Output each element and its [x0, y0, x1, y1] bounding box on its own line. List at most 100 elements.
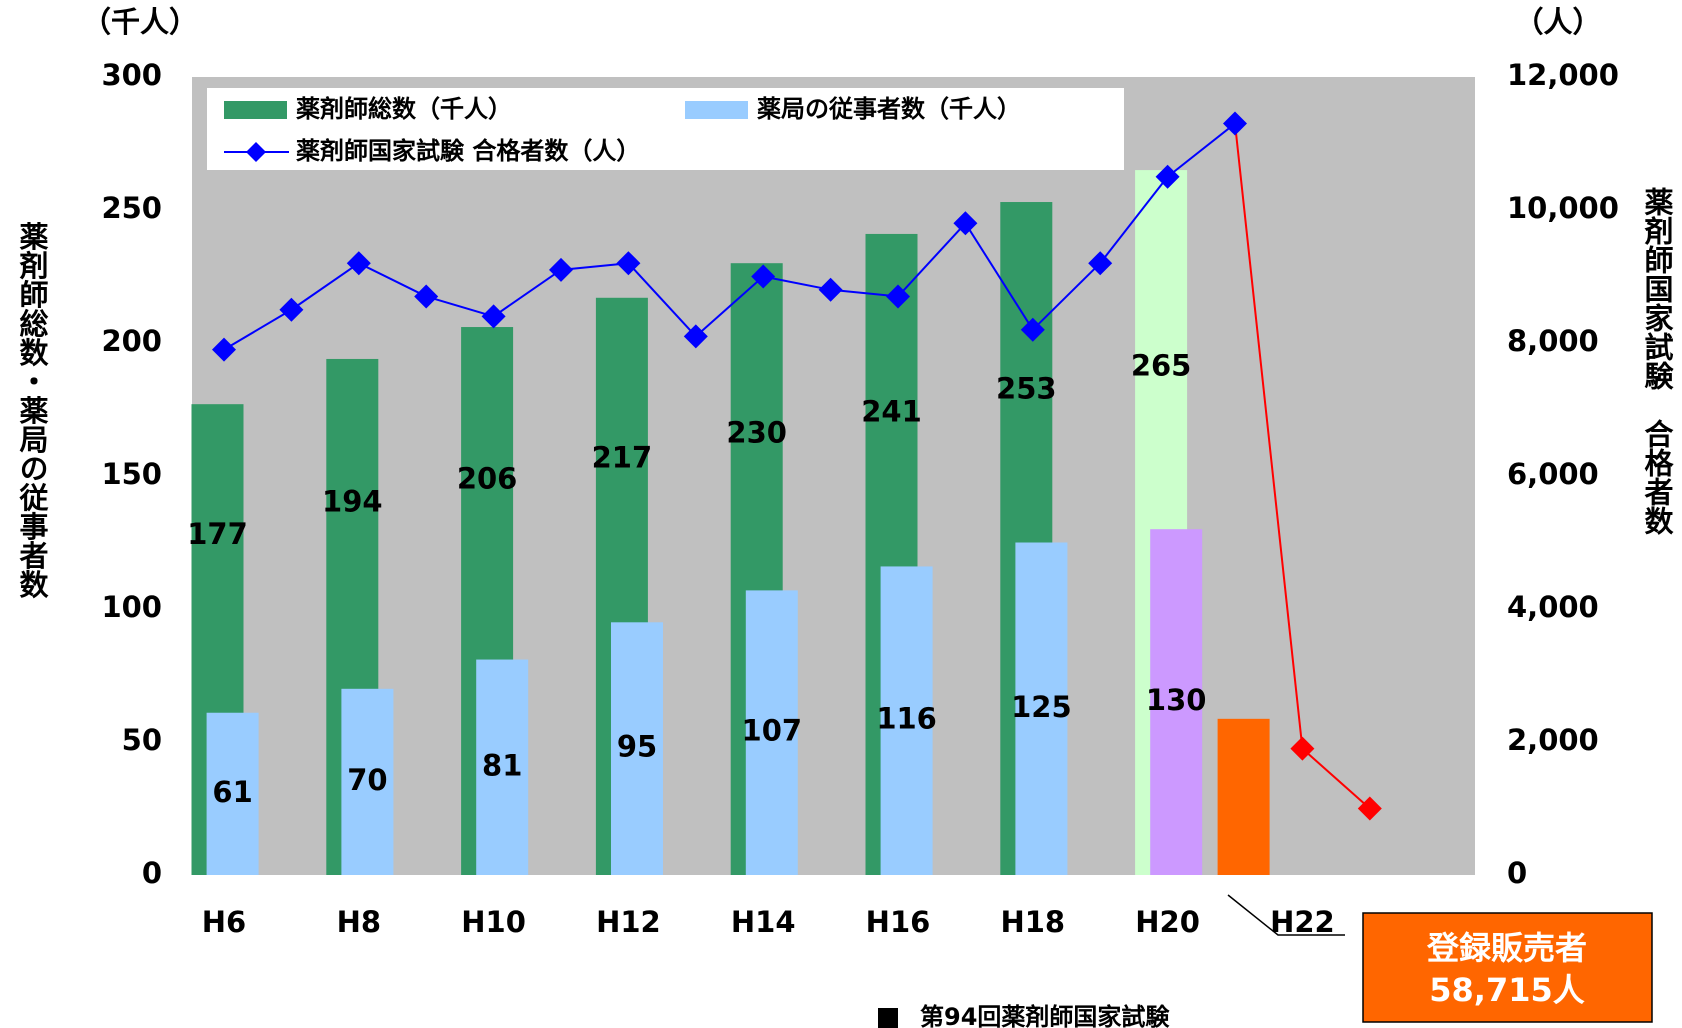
line-segment [223, 308, 292, 351]
line-marker [953, 211, 978, 236]
data-label: 217 [592, 440, 653, 474]
leader-line [1227, 894, 1345, 936]
data-label: 125 [1011, 690, 1072, 724]
y2-tick-label: 12,000 [1507, 58, 1619, 92]
legend: 薬剤師総数（千人） 薬局の従事者数（千人） 薬剤師国家試験 合格者数（人） [207, 88, 1124, 170]
data-label: 70 [347, 763, 387, 797]
line-segment [1166, 122, 1236, 178]
line-segment [358, 262, 427, 298]
line-segment [560, 262, 629, 271]
bar [341, 688, 394, 875]
line-marker [414, 284, 439, 309]
y-axis-title: 薬剤師総数・薬局の従事者数 [15, 221, 50, 599]
line-marker [683, 324, 708, 349]
line-segment [493, 269, 562, 318]
legend-swatch [224, 101, 287, 119]
legend-box [207, 88, 1124, 170]
y2-unit: （人） [1514, 5, 1601, 39]
callout-box [1362, 912, 1653, 1023]
data-label: 61 [212, 775, 252, 809]
bar [1217, 718, 1270, 875]
line-marker [751, 264, 776, 289]
x-tick-label: H16 [866, 905, 931, 939]
data-label: 194 [322, 484, 383, 518]
y2-tick-label: 8,000 [1507, 324, 1599, 358]
bar [1150, 529, 1203, 875]
x-tick-label: H22 [1270, 905, 1335, 939]
y2-axis-title: 薬剤師国家試験 合格者数 [1640, 187, 1674, 536]
x-tick-label: H20 [1135, 905, 1200, 939]
y2-tick-label: 6,000 [1507, 457, 1599, 491]
y-tick-label: 250 [101, 191, 162, 225]
legend-label: 薬剤師国家試験 合格者数（人） [296, 137, 640, 165]
line-marker [818, 277, 843, 302]
line-segment [290, 262, 360, 311]
y-unit: （千人） [82, 5, 198, 39]
line-segment [964, 222, 1034, 331]
y-tick-label: 100 [101, 590, 162, 624]
y2-tick-label: 4,000 [1507, 590, 1599, 624]
line-segment [763, 275, 831, 291]
line-marker [1020, 317, 1045, 342]
data-label: 116 [876, 702, 937, 736]
callout-text: 登録販売者 [1426, 929, 1587, 967]
data-label: 206 [457, 461, 518, 495]
x-tick-label: H18 [1000, 905, 1065, 939]
x-tick-label: H10 [461, 905, 526, 939]
y-tick-label: 300 [101, 58, 162, 92]
line-marker [886, 284, 910, 309]
data-label: 130 [1146, 683, 1207, 717]
y-tick-label: 0 [142, 856, 162, 890]
line-marker [1357, 796, 1382, 821]
bar [206, 712, 259, 875]
data-label: 253 [996, 371, 1057, 405]
bar [880, 566, 933, 875]
x-tick-label: H12 [596, 905, 661, 939]
line-segment [1032, 262, 1101, 331]
data-label: 241 [861, 394, 922, 428]
line-segment [425, 295, 494, 318]
line-marker [1088, 251, 1113, 276]
data-label: 95 [617, 730, 657, 764]
x-tick-label: H6 [202, 905, 246, 939]
data-label: 265 [1131, 348, 1192, 382]
line-marker [346, 251, 371, 276]
bar [611, 622, 663, 875]
y-tick-label: 150 [101, 457, 162, 491]
line-segment [1099, 176, 1169, 264]
line-marker [549, 257, 573, 282]
line-segment [1301, 747, 1371, 810]
line-marker [1155, 164, 1180, 189]
x-tick-label: H8 [337, 905, 381, 939]
line-segment [627, 262, 697, 338]
line-marker [616, 251, 641, 276]
data-label: 107 [742, 714, 803, 748]
bar [1015, 542, 1068, 875]
y2-tick-label: 10,000 [1507, 191, 1619, 225]
x-tick-label: H14 [731, 905, 796, 939]
line-segment [695, 275, 764, 338]
note: 第94回薬剤師国家試験 [920, 1003, 1170, 1028]
legend-label: 薬剤師総数（千人） [296, 95, 512, 123]
line-marker [279, 297, 304, 322]
line-marker [1290, 736, 1315, 761]
bar [476, 659, 529, 875]
line-segment [1234, 123, 1304, 749]
line-marker [1223, 111, 1247, 136]
legend-marker [246, 142, 266, 162]
line-segment [830, 288, 899, 298]
data-label: 230 [726, 416, 787, 450]
line-marker [212, 337, 236, 362]
y-tick-label: 200 [101, 324, 162, 358]
note-marker [878, 1008, 898, 1028]
legend-swatch [685, 101, 748, 119]
bar [745, 590, 798, 875]
y2-tick-label: 2,000 [1507, 723, 1599, 757]
legend-label: 薬局の従事者数（千人） [757, 95, 1021, 123]
data-label: 177 [187, 517, 248, 551]
data-label: 81 [482, 748, 522, 782]
callout-text: 58,715人 [1429, 971, 1585, 1009]
y-tick-label: 50 [122, 723, 162, 757]
line-marker [481, 304, 506, 329]
